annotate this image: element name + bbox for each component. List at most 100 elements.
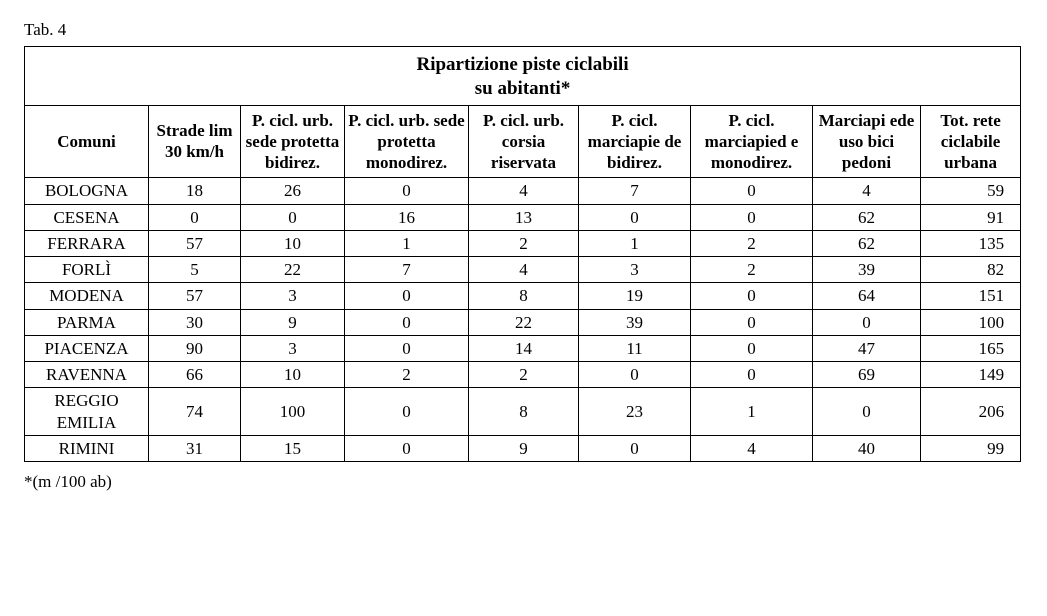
value-cell: 9 xyxy=(241,309,345,335)
comune-cell: FERRARA xyxy=(25,230,149,256)
table-body: BOLOGNA18260470459CESENA001613006291FERR… xyxy=(25,178,1021,462)
value-cell: 149 xyxy=(921,362,1021,388)
table-row: PIACENZA90301411047165 xyxy=(25,335,1021,361)
value-cell: 3 xyxy=(241,335,345,361)
value-cell: 4 xyxy=(813,178,921,204)
col-header: P. cicl. marciapie de bidirez. xyxy=(579,105,691,178)
value-cell: 2 xyxy=(691,257,813,283)
value-cell: 47 xyxy=(813,335,921,361)
value-cell: 0 xyxy=(579,435,691,461)
value-cell: 62 xyxy=(813,204,921,230)
value-cell: 2 xyxy=(345,362,469,388)
value-cell: 11 xyxy=(579,335,691,361)
value-cell: 151 xyxy=(921,283,1021,309)
value-cell: 4 xyxy=(691,435,813,461)
value-cell: 0 xyxy=(345,178,469,204)
value-cell: 22 xyxy=(241,257,345,283)
table-caption: Tab. 4 xyxy=(24,20,1023,40)
value-cell: 0 xyxy=(345,435,469,461)
comune-cell: PIACENZA xyxy=(25,335,149,361)
col-header: P. cicl. urb. sede protetta bidirez. xyxy=(241,105,345,178)
value-cell: 99 xyxy=(921,435,1021,461)
value-cell: 22 xyxy=(469,309,579,335)
value-cell: 10 xyxy=(241,230,345,256)
value-cell: 15 xyxy=(241,435,345,461)
value-cell: 2 xyxy=(469,230,579,256)
table-row: FERRARA5710121262135 xyxy=(25,230,1021,256)
table-row: PARMA3090223900100 xyxy=(25,309,1021,335)
value-cell: 1 xyxy=(691,388,813,436)
value-cell: 23 xyxy=(579,388,691,436)
value-cell: 69 xyxy=(813,362,921,388)
col-header: Strade lim 30 km/h xyxy=(149,105,241,178)
value-cell: 0 xyxy=(345,283,469,309)
table-row: MODENA5730819064151 xyxy=(25,283,1021,309)
value-cell: 62 xyxy=(813,230,921,256)
value-cell: 0 xyxy=(691,309,813,335)
value-cell: 0 xyxy=(813,388,921,436)
table-footnote: *(m /100 ab) xyxy=(24,472,1023,492)
comune-cell: RAVENNA xyxy=(25,362,149,388)
value-cell: 14 xyxy=(469,335,579,361)
value-cell: 90 xyxy=(149,335,241,361)
comune-cell: RIMINI xyxy=(25,435,149,461)
value-cell: 0 xyxy=(691,283,813,309)
value-cell: 31 xyxy=(149,435,241,461)
value-cell: 5 xyxy=(149,257,241,283)
table-row: REGGIO EMILIA74100082310206 xyxy=(25,388,1021,436)
value-cell: 8 xyxy=(469,388,579,436)
value-cell: 0 xyxy=(345,388,469,436)
comune-cell: CESENA xyxy=(25,204,149,230)
value-cell: 1 xyxy=(345,230,469,256)
comune-cell: BOLOGNA xyxy=(25,178,149,204)
col-header: Tot. rete ciclabile urbana xyxy=(921,105,1021,178)
table-row: FORLÌ52274323982 xyxy=(25,257,1021,283)
value-cell: 1 xyxy=(579,230,691,256)
data-table: Ripartizione piste ciclabili su abitanti… xyxy=(24,46,1021,462)
value-cell: 19 xyxy=(579,283,691,309)
table-title-line2: su abitanti* xyxy=(475,78,571,99)
value-cell: 0 xyxy=(691,178,813,204)
value-cell: 16 xyxy=(345,204,469,230)
value-cell: 66 xyxy=(149,362,241,388)
value-cell: 0 xyxy=(345,335,469,361)
table-title-line1: Ripartizione piste ciclabili xyxy=(416,54,628,75)
value-cell: 18 xyxy=(149,178,241,204)
value-cell: 100 xyxy=(241,388,345,436)
table-title-row: Ripartizione piste ciclabili su abitanti… xyxy=(25,47,1021,106)
value-cell: 10 xyxy=(241,362,345,388)
value-cell: 7 xyxy=(579,178,691,204)
value-cell: 0 xyxy=(149,204,241,230)
table-header-row: Comuni Strade lim 30 km/h P. cicl. urb. … xyxy=(25,105,1021,178)
comune-cell: PARMA xyxy=(25,309,149,335)
table-row: RIMINI311509044099 xyxy=(25,435,1021,461)
value-cell: 7 xyxy=(345,257,469,283)
value-cell: 3 xyxy=(241,283,345,309)
col-header: Marciapi ede uso bici pedoni xyxy=(813,105,921,178)
value-cell: 0 xyxy=(345,309,469,335)
comune-cell: MODENA xyxy=(25,283,149,309)
col-header: P. cicl. urb. corsia riservata xyxy=(469,105,579,178)
value-cell: 135 xyxy=(921,230,1021,256)
value-cell: 91 xyxy=(921,204,1021,230)
value-cell: 4 xyxy=(469,257,579,283)
value-cell: 64 xyxy=(813,283,921,309)
value-cell: 26 xyxy=(241,178,345,204)
value-cell: 0 xyxy=(691,335,813,361)
value-cell: 39 xyxy=(579,309,691,335)
col-header: P. cicl. urb. sede protetta monodirez. xyxy=(345,105,469,178)
value-cell: 74 xyxy=(149,388,241,436)
table-row: BOLOGNA18260470459 xyxy=(25,178,1021,204)
comune-cell: REGGIO EMILIA xyxy=(25,388,149,436)
value-cell: 0 xyxy=(579,362,691,388)
value-cell: 82 xyxy=(921,257,1021,283)
table-row: RAVENNA6610220069149 xyxy=(25,362,1021,388)
value-cell: 39 xyxy=(813,257,921,283)
value-cell: 2 xyxy=(469,362,579,388)
value-cell: 9 xyxy=(469,435,579,461)
value-cell: 100 xyxy=(921,309,1021,335)
col-header: P. cicl. marciapied e monodirez. xyxy=(691,105,813,178)
value-cell: 3 xyxy=(579,257,691,283)
value-cell: 0 xyxy=(691,204,813,230)
value-cell: 206 xyxy=(921,388,1021,436)
